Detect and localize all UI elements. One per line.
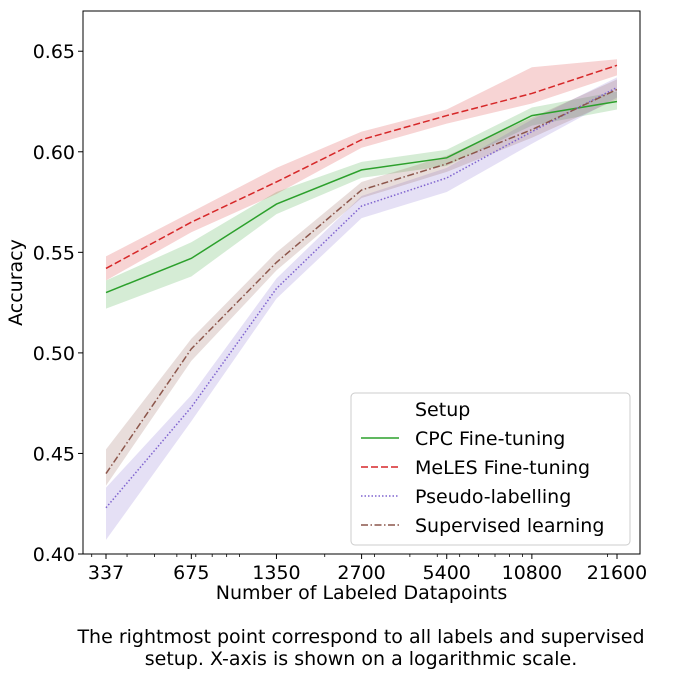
y-tick-label: 0.45 bbox=[33, 443, 75, 465]
legend: Setup CPC Fine-tuning MeLES Fine-tuning Ps… bbox=[350, 392, 631, 546]
meles-fine-tuning-line bbox=[105, 64, 618, 270]
caption-line-2: setup. X-axis is shown on a logarithmic … bbox=[145, 648, 578, 670]
x-tick-label: 10800 bbox=[502, 562, 562, 584]
x-axis-label: Number of Labeled Datapoints bbox=[216, 582, 508, 604]
caption-line-1: The rightmost point correspond to all la… bbox=[76, 626, 644, 648]
supervised-learning-band bbox=[106, 79, 617, 486]
legend-entry-label: CPC Fine-tuning bbox=[415, 428, 565, 450]
x-tick-label: 337 bbox=[88, 562, 124, 584]
y-tick-label: 0.55 bbox=[33, 242, 75, 264]
x-tick-label: 2700 bbox=[337, 562, 385, 584]
pseudo-labelling-line bbox=[105, 86, 618, 509]
supervised-learning-line bbox=[105, 88, 618, 474]
series-lines bbox=[105, 64, 618, 509]
x-tick-label: 21600 bbox=[587, 562, 647, 584]
x-tick-label: 1350 bbox=[252, 562, 300, 584]
y-tick-label: 0.60 bbox=[33, 142, 75, 164]
legend-entry-label: Pseudo-labelling bbox=[415, 486, 571, 508]
x-tick-label: 675 bbox=[173, 562, 209, 584]
x-axis-ticks: 337 675 1350 2700 5400 10800 21600 bbox=[88, 554, 647, 584]
cpc-fine-tuning-band bbox=[106, 91, 617, 309]
x-tick-label: 5400 bbox=[423, 562, 471, 584]
legend-box bbox=[350, 392, 631, 546]
y-tick-label: 0.40 bbox=[33, 544, 75, 566]
y-axis-label: Accuracy bbox=[5, 239, 27, 326]
y-tick-label: 0.50 bbox=[33, 343, 75, 365]
legend-entries: CPC Fine-tuning MeLES Fine-tuning Pseudo-l… bbox=[361, 428, 604, 537]
confidence-bands bbox=[106, 59, 617, 540]
pseudo-labelling-band bbox=[106, 77, 617, 540]
x-axis-minor-ticks bbox=[91, 554, 608, 557]
meles-fine-tuning-band bbox=[106, 59, 617, 281]
y-tick-label: 0.65 bbox=[33, 41, 75, 63]
cpc-fine-tuning-line bbox=[105, 100, 618, 294]
legend-title: Setup bbox=[415, 399, 470, 421]
y-axis-ticks: 0.40 0.45 0.50 0.55 0.60 0.65 bbox=[33, 41, 83, 566]
legend-entry-label: Supervised learning bbox=[415, 515, 604, 537]
legend-entry-label: MeLES Fine-tuning bbox=[415, 457, 590, 479]
